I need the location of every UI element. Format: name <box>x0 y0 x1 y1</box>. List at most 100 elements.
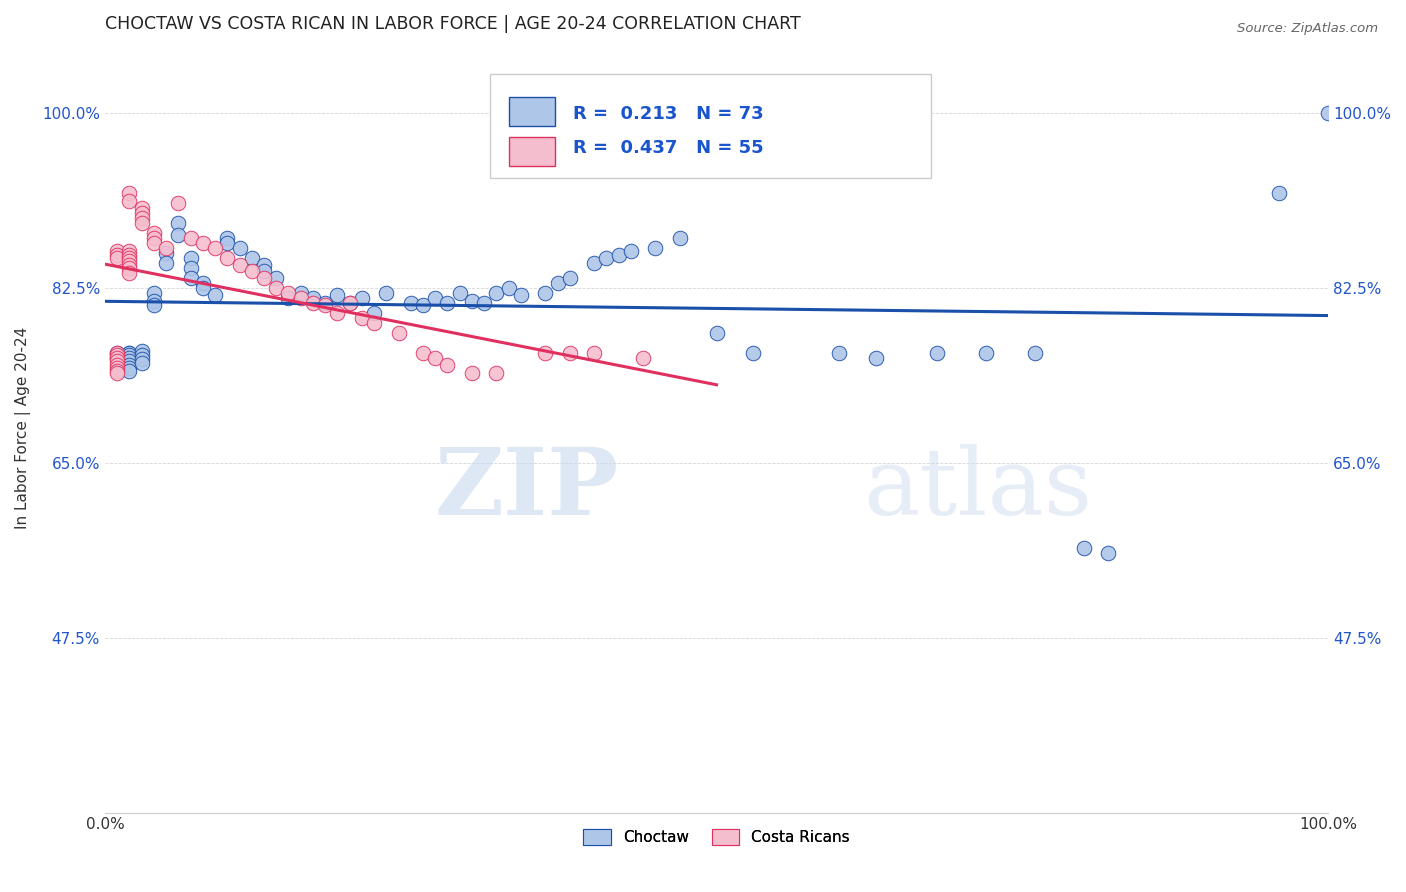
Choctaw <box>118 360 141 375</box>
Choctaw <box>105 345 128 359</box>
Choctaw <box>118 351 141 365</box>
Choctaw <box>1073 541 1095 555</box>
Costa Ricans <box>105 366 128 380</box>
Costa Ricans <box>253 270 276 285</box>
Choctaw <box>290 285 312 300</box>
Costa Ricans <box>118 260 141 275</box>
Choctaw <box>498 281 520 295</box>
Choctaw <box>204 287 226 301</box>
Costa Ricans <box>180 231 202 245</box>
Costa Ricans <box>155 241 177 255</box>
Choctaw <box>277 291 299 305</box>
Choctaw <box>228 241 250 255</box>
Text: R =  0.437   N = 55: R = 0.437 N = 55 <box>574 139 763 157</box>
Choctaw <box>461 293 484 308</box>
Costa Ricans <box>105 360 128 375</box>
Choctaw <box>131 343 153 358</box>
Text: ZIP: ZIP <box>434 444 619 534</box>
Costa Ricans <box>290 291 312 305</box>
Costa Ricans <box>191 235 214 250</box>
Costa Ricans <box>339 295 361 310</box>
Costa Ricans <box>167 195 190 210</box>
Choctaw <box>326 287 349 301</box>
Choctaw <box>644 241 666 255</box>
Costa Ricans <box>461 366 484 380</box>
Costa Ricans <box>105 248 128 262</box>
Costa Ricans <box>264 281 287 295</box>
Choctaw <box>131 351 153 366</box>
Costa Ricans <box>118 194 141 208</box>
Costa Ricans <box>118 266 141 280</box>
Choctaw <box>142 285 165 300</box>
Costa Ricans <box>105 345 128 359</box>
Costa Ricans <box>131 201 153 215</box>
Costa Ricans <box>142 231 165 245</box>
Costa Ricans <box>131 211 153 225</box>
Choctaw <box>155 256 177 270</box>
Choctaw <box>302 291 325 305</box>
Choctaw <box>828 345 851 359</box>
Choctaw <box>583 256 606 270</box>
Costa Ricans <box>277 285 299 300</box>
Choctaw <box>547 276 569 290</box>
Legend: Choctaw, Costa Ricans: Choctaw, Costa Ricans <box>576 823 856 851</box>
Costa Ricans <box>631 351 654 365</box>
Choctaw <box>412 298 434 312</box>
Costa Ricans <box>436 358 458 372</box>
Choctaw <box>118 345 141 359</box>
Choctaw <box>167 227 190 242</box>
Choctaw <box>314 295 336 310</box>
Choctaw <box>131 356 153 370</box>
Choctaw <box>595 251 617 265</box>
FancyBboxPatch shape <box>509 136 555 166</box>
Choctaw <box>180 270 202 285</box>
Y-axis label: In Labor Force | Age 20-24: In Labor Force | Age 20-24 <box>15 326 31 529</box>
Choctaw <box>485 285 508 300</box>
Choctaw <box>669 231 692 245</box>
FancyBboxPatch shape <box>491 74 931 178</box>
Costa Ricans <box>350 310 373 325</box>
Choctaw <box>180 251 202 265</box>
Choctaw <box>131 348 153 362</box>
Choctaw <box>425 291 447 305</box>
Costa Ricans <box>534 345 557 359</box>
Costa Ricans <box>105 358 128 372</box>
Costa Ricans <box>118 244 141 258</box>
Choctaw <box>534 285 557 300</box>
Choctaw <box>472 295 495 310</box>
Choctaw <box>217 231 239 245</box>
Choctaw <box>118 364 141 378</box>
Costa Ricans <box>363 316 385 330</box>
Choctaw <box>253 264 276 278</box>
Costa Ricans <box>387 326 409 340</box>
Costa Ricans <box>326 306 349 320</box>
Choctaw <box>339 295 361 310</box>
Choctaw <box>1097 546 1119 560</box>
Costa Ricans <box>228 258 250 272</box>
Text: CHOCTAW VS COSTA RICAN IN LABOR FORCE | AGE 20-24 CORRELATION CHART: CHOCTAW VS COSTA RICAN IN LABOR FORCE | … <box>105 15 801 33</box>
Costa Ricans <box>302 295 325 310</box>
Choctaw <box>1024 345 1046 359</box>
Costa Ricans <box>118 253 141 268</box>
Costa Ricans <box>425 351 447 365</box>
Choctaw <box>925 345 948 359</box>
Costa Ricans <box>105 353 128 368</box>
Choctaw <box>118 353 141 368</box>
Costa Ricans <box>105 244 128 258</box>
Choctaw <box>375 285 398 300</box>
Choctaw <box>105 351 128 365</box>
Costa Ricans <box>485 366 508 380</box>
Choctaw <box>865 351 887 365</box>
Text: R =  0.213   N = 73: R = 0.213 N = 73 <box>574 105 763 123</box>
Choctaw <box>253 258 276 272</box>
Choctaw <box>217 235 239 250</box>
Choctaw <box>191 281 214 295</box>
Choctaw <box>118 345 141 359</box>
Costa Ricans <box>118 258 141 272</box>
Choctaw <box>180 260 202 275</box>
Costa Ricans <box>142 235 165 250</box>
Choctaw <box>974 345 997 359</box>
Costa Ricans <box>105 364 128 378</box>
Choctaw <box>558 270 581 285</box>
Choctaw <box>607 248 630 262</box>
